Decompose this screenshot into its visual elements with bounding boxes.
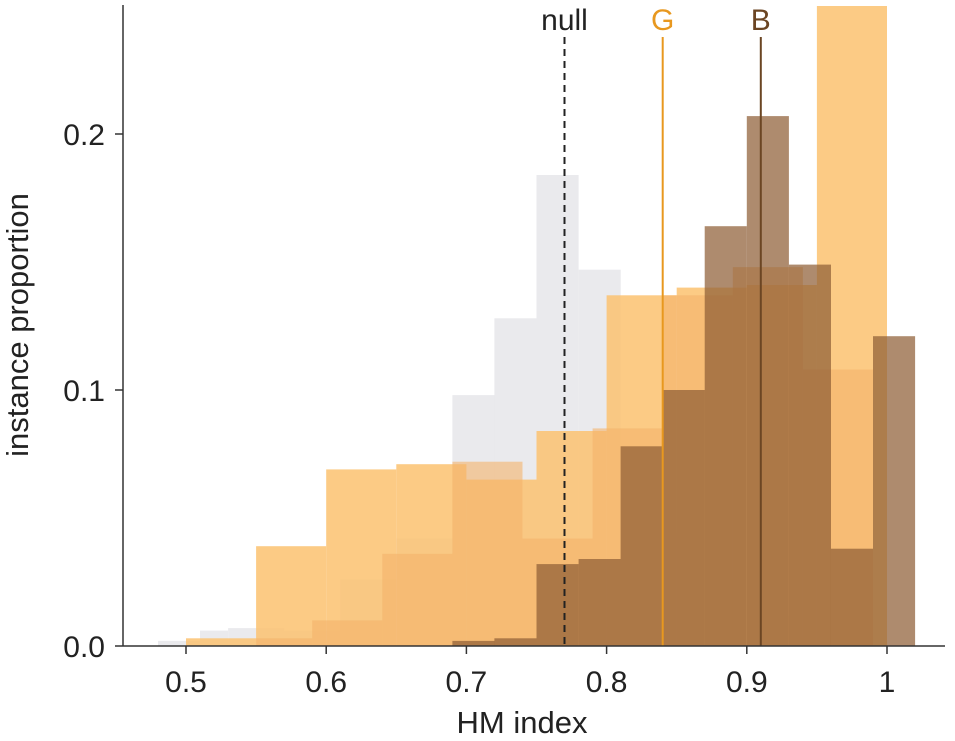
histogram-bar <box>452 640 495 646</box>
histogram-bar <box>830 548 873 646</box>
x-tick-label: 0.5 <box>165 666 207 699</box>
histogram-bar <box>256 638 313 646</box>
x-tick-label: 0.8 <box>586 666 628 699</box>
axes: 0.5 0.6 0.7 0.8 0.9 1 0.0 0.1 0.2 <box>63 5 945 699</box>
reference-markers: null G B <box>541 4 771 646</box>
histogram-bar <box>186 638 257 646</box>
histogram-bar <box>452 461 523 646</box>
histogram-bar <box>382 553 453 646</box>
y-tick-label: 0.1 <box>63 375 105 408</box>
marker-label-g: G <box>651 4 674 37</box>
histogram-bar <box>620 446 663 646</box>
x-tick-label: 0.7 <box>446 666 488 699</box>
histogram-bar <box>494 638 537 646</box>
y-axis-title: instance proportion <box>0 193 35 457</box>
y-tick-label: 0.0 <box>63 631 105 664</box>
x-tick-label: 0.9 <box>726 666 768 699</box>
histogram-series-4 <box>452 116 916 647</box>
histogram-bar <box>788 264 831 646</box>
x-axis-title: HM index <box>457 705 588 740</box>
marker-label-null: null <box>541 4 588 37</box>
histogram-bar <box>746 116 789 647</box>
histogram-bar <box>158 640 201 646</box>
histogram-bar <box>704 226 747 646</box>
histogram-bar <box>536 564 579 646</box>
marker-label-b: B <box>751 4 771 37</box>
histogram-bar <box>312 620 383 646</box>
histogram-bars <box>158 6 916 647</box>
histogram-bar <box>578 559 621 646</box>
x-tick-label: 0.6 <box>305 666 347 699</box>
histogram-bar <box>662 390 705 646</box>
y-ticks: 0.0 0.1 0.2 <box>63 119 123 664</box>
x-tick-label: 1 <box>879 666 896 699</box>
y-tick-label: 0.2 <box>63 119 105 152</box>
histogram-bar <box>873 336 916 646</box>
x-ticks: 0.5 0.6 0.7 0.8 0.9 1 <box>165 646 895 699</box>
